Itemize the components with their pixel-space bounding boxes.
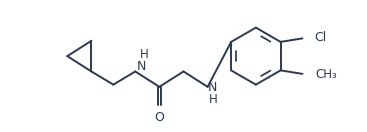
Text: CH₃: CH₃ (316, 68, 337, 81)
Text: H: H (209, 93, 218, 106)
Text: O: O (155, 111, 164, 124)
Text: Cl: Cl (315, 31, 327, 44)
Text: H: H (140, 48, 148, 61)
Text: N: N (137, 60, 146, 73)
Text: N: N (208, 81, 217, 94)
